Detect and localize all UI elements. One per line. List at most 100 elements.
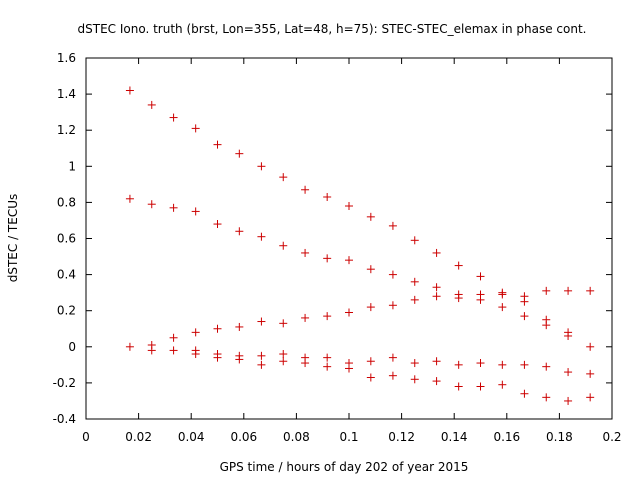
x-tick-label: 0.12 <box>388 430 415 444</box>
data-point <box>301 248 310 257</box>
x-tick-label: 0.16 <box>493 430 520 444</box>
data-point <box>410 277 419 286</box>
data-point <box>191 207 200 216</box>
data-point <box>191 124 200 133</box>
data-point <box>257 360 266 369</box>
data-point <box>345 364 353 373</box>
y-tick-label: -0.4 <box>53 412 76 426</box>
y-axis-label: dSTEC / TECUs <box>6 194 20 283</box>
data-point <box>388 371 397 380</box>
data-point <box>279 357 288 366</box>
data-point <box>564 368 573 377</box>
data-point <box>345 256 353 265</box>
data-point <box>213 140 222 149</box>
data-point <box>366 303 375 312</box>
data-point <box>432 357 441 366</box>
x-axis-label: GPS time / hours of day 202 of year 2015 <box>220 460 469 474</box>
data-point <box>147 346 156 355</box>
data-point <box>235 149 244 158</box>
chart-title: dSTEC Iono. truth (brst, Lon=355, Lat=48… <box>78 22 587 36</box>
data-point <box>388 221 397 230</box>
y-tick-label: 0.8 <box>57 195 76 209</box>
data-point <box>542 286 551 295</box>
data-point <box>410 375 419 384</box>
data-point <box>432 377 441 386</box>
data-point <box>323 362 332 371</box>
data-point <box>301 185 310 194</box>
data-point <box>454 261 463 270</box>
data-point <box>476 359 485 368</box>
data-point <box>498 290 507 299</box>
x-tick-label: 0.02 <box>125 430 152 444</box>
data-point <box>169 333 178 342</box>
data-point <box>388 353 397 362</box>
data-point <box>476 295 485 304</box>
x-tick-label: 0 <box>82 430 90 444</box>
data-point <box>410 236 419 245</box>
data-point <box>301 313 310 322</box>
data-point <box>213 353 222 362</box>
data-point <box>388 301 397 310</box>
data-point <box>257 162 266 171</box>
data-point <box>366 212 375 221</box>
data-point <box>235 322 244 331</box>
data-point <box>235 355 244 364</box>
data-point <box>279 173 288 182</box>
data-point <box>191 350 200 359</box>
data-point <box>301 359 310 368</box>
data-point <box>323 254 332 263</box>
data-point <box>454 360 463 369</box>
data-point <box>257 232 266 241</box>
y-tick-label: 0 <box>68 340 76 354</box>
data-point <box>410 295 419 304</box>
y-tick-label: 1.2 <box>57 123 76 137</box>
data-point <box>191 328 200 337</box>
data-point <box>279 319 288 328</box>
data-point <box>586 393 595 402</box>
data-point <box>564 286 573 295</box>
data-point <box>564 331 573 340</box>
data-point <box>454 294 463 303</box>
data-point <box>542 321 551 330</box>
data-point <box>366 265 375 274</box>
x-tick-label: 0.14 <box>441 430 468 444</box>
data-point <box>476 272 485 281</box>
x-axis: 0 0.02 0.04 0.06 0.08 0.1 0.12 0.14 0.16 0.18 0.2 <box>82 58 622 444</box>
data-point <box>476 382 485 391</box>
data-point <box>542 393 551 402</box>
data-point <box>147 200 156 209</box>
data-point <box>213 324 222 333</box>
data-point <box>520 389 529 398</box>
x-tick-label: 0.08 <box>283 430 310 444</box>
data-point <box>388 270 397 279</box>
data-point <box>323 312 332 321</box>
y-tick-label: 1.6 <box>57 51 76 65</box>
data-point <box>498 380 507 389</box>
data-point <box>169 203 178 212</box>
data-point <box>257 317 266 326</box>
x-tick-label: 0.2 <box>602 430 621 444</box>
data-point <box>323 192 332 201</box>
data-point <box>520 312 529 321</box>
data-point <box>366 373 375 382</box>
x-tick-label: 0.1 <box>339 430 358 444</box>
data-point <box>366 357 375 366</box>
data-point <box>586 342 595 351</box>
y-tick-label: 0.2 <box>57 304 76 318</box>
data-point <box>542 362 551 371</box>
data-point <box>586 369 595 378</box>
data-point <box>520 297 529 306</box>
data-point <box>125 194 134 203</box>
data-point <box>279 350 288 359</box>
data-point <box>564 396 573 405</box>
y-axis: -0.4 -0.2 0 0.2 0.4 0.6 0.8 1 1.2 1.4 1.6 <box>53 51 612 426</box>
data-point <box>586 286 595 295</box>
data-point <box>410 359 419 368</box>
y-tick-label: 0.6 <box>57 232 76 246</box>
data-point <box>169 346 178 355</box>
data-point <box>213 220 222 229</box>
x-tick-label: 0.18 <box>546 430 573 444</box>
data-point <box>520 360 529 369</box>
data-point <box>345 202 353 211</box>
